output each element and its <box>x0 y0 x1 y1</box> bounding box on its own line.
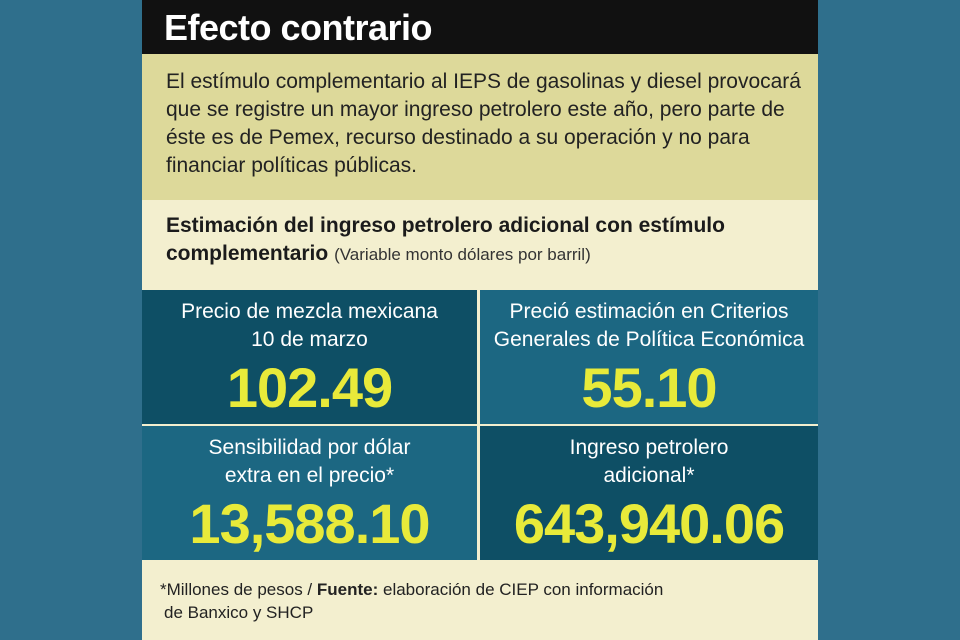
subhead-note: (Variable monto dólares por barril) <box>334 245 591 264</box>
subhead-title: Estimación del ingreso petrolero adicion… <box>166 214 725 265</box>
stat-label-line: 10 de marzo <box>251 328 368 351</box>
stat-cell-sensitivity: Sensibilidad por dólar extra en el preci… <box>142 426 477 560</box>
intro-text: El estímulo complementario al IEPS de ga… <box>166 70 801 177</box>
stat-label-line: adicional* <box>603 464 695 487</box>
stat-label: Sensibilidad por dólar extra en el preci… <box>142 434 477 490</box>
footer-source-text: elaboración de CIEP con información <box>378 580 664 599</box>
stat-cell-mixture-price: Precio de mezcla mexicana 10 de marzo 10… <box>142 290 477 424</box>
footer-source-label: Fuente: <box>316 580 379 599</box>
footer-note: *Millones de pesos / Fuente: elaboración… <box>160 578 800 624</box>
intro-box: El estímulo complementario al IEPS de ga… <box>142 54 818 200</box>
stat-value: 13,588.10 <box>189 492 430 555</box>
stat-label: Ingreso petrolero adicional* <box>480 434 818 490</box>
stat-label-line: extra en el precio* <box>224 464 395 487</box>
stat-label: Precio de mezcla mexicana 10 de marzo <box>142 298 477 354</box>
title-bar: Efecto contrario <box>142 0 818 54</box>
stat-label-line: Generales de Política Económica <box>493 328 805 351</box>
stat-label-line: Precio de mezcla mexicana <box>181 300 438 323</box>
stat-value: 102.49 <box>226 356 393 419</box>
infographic-card: Efecto contrario El estímulo complementa… <box>142 0 818 640</box>
footer-units: *Millones de pesos <box>160 580 303 599</box>
stat-label-line: Sensibilidad por dólar <box>208 436 411 459</box>
stat-value: 55.10 <box>581 356 717 419</box>
stat-label: Preció estimación en Criterios Generales… <box>480 298 818 354</box>
section-subhead: Estimación del ingreso petrolero adicion… <box>166 212 806 269</box>
stat-value: 643,940.06 <box>513 492 785 555</box>
footer-separator: / <box>302 580 317 599</box>
page-title: Efecto contrario <box>164 7 433 48</box>
stat-cell-additional-income: Ingreso petrolero adicional* 643,940.06 <box>480 426 818 560</box>
stat-label-line: Preció estimación en Criterios <box>509 300 789 323</box>
stat-label-line: Ingreso petrolero <box>569 436 729 459</box>
stat-cell-estimated-price: Preció estimación en Criterios Generales… <box>480 290 818 424</box>
footer-source-text-2: de Banxico y SHCP <box>164 603 314 622</box>
